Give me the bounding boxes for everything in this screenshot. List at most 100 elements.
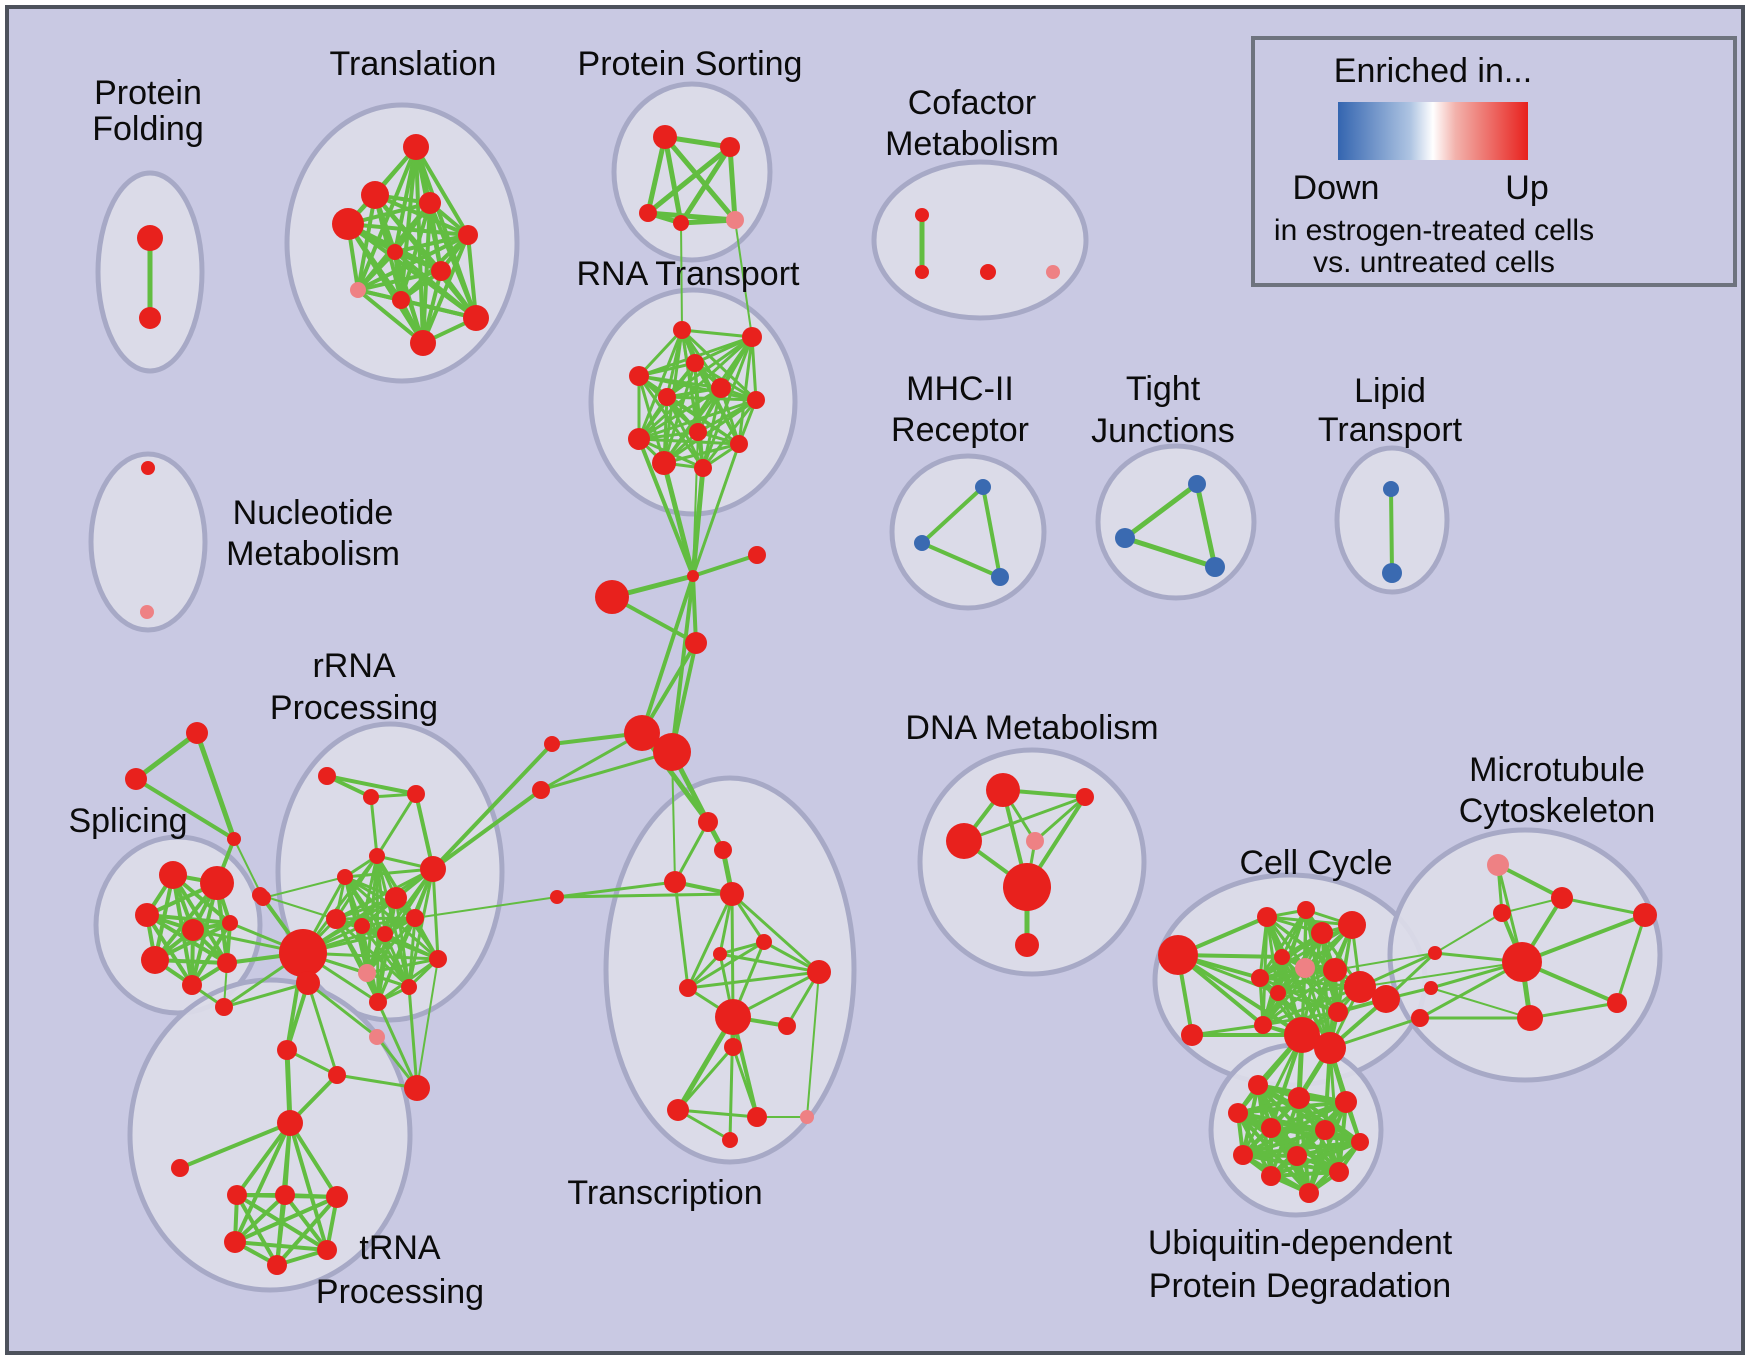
cluster-ellipse-trna-processing (127, 977, 413, 1293)
cluster-label-trna-processing-1: tRNA (359, 1229, 441, 1267)
node-t7 (431, 261, 451, 281)
edge-c1-c2 (691, 553, 759, 578)
node-r13 (296, 971, 320, 995)
node-m6 (1607, 993, 1627, 1013)
node-tc15 (800, 1110, 814, 1124)
node-r1 (318, 767, 336, 785)
edge-ps2-ps3 (645, 144, 733, 216)
edge-m4-m10 (1520, 913, 1647, 964)
edge-ps2-ps4 (678, 144, 733, 226)
legend-title: Enriched in... (1334, 52, 1532, 90)
node-tr1 (227, 1185, 247, 1205)
edge-u10-u11 (1269, 1170, 1341, 1178)
edge-r17-x3 (376, 1000, 419, 1090)
edge-t5-t8 (356, 233, 470, 292)
node-pk2 (369, 1029, 385, 1045)
node-u4 (1228, 1103, 1248, 1123)
edge-tr2-tr5 (283, 1193, 329, 1252)
node-c7 (544, 736, 560, 752)
node-cc4 (1338, 911, 1366, 939)
edge-tc6-tc8 (686, 940, 766, 990)
node-lt2 (1382, 563, 1402, 583)
node-cc12 (1328, 1002, 1348, 1022)
node-ch1 (1284, 1017, 1320, 1053)
node-tr4 (224, 1231, 246, 1253)
node-u11 (1329, 1162, 1349, 1182)
legend-up-label: Up (1505, 169, 1548, 207)
cluster-label-cofactor-metabolism-2: Metabolism (885, 125, 1059, 163)
node-r8 (326, 909, 346, 929)
node-cc8 (1251, 969, 1269, 987)
cluster-label-splicing: Splicing (68, 802, 187, 840)
cluster-label-translation: Translation (330, 45, 497, 83)
cluster-label-dna-metabolism: DNA Metabolism (905, 709, 1158, 747)
edge-r11-r17 (376, 916, 417, 1004)
node-x1 (277, 1040, 297, 1060)
edge-tc12-tc13 (676, 1045, 735, 1112)
cluster-label-mhc-ii-receptor-1: MHC-II (906, 370, 1014, 408)
edge-rt9-rt10 (637, 437, 741, 446)
edge-r6-c8 (431, 788, 543, 871)
node-cc13 (1254, 1016, 1272, 1034)
node-cc11 (1372, 985, 1400, 1013)
node-d6 (1015, 933, 1039, 957)
node-m3 (1493, 904, 1511, 922)
edge-mh1-mh2 (920, 485, 985, 545)
node-u6 (1315, 1120, 1335, 1140)
node-rt2 (742, 327, 762, 347)
edge-r10-r17 (376, 932, 387, 1004)
node-tc3 (664, 871, 686, 893)
cluster-label-mhc-ii-receptor-2: Receptor (891, 411, 1029, 449)
cluster-ellipse-cofactor-metabolism (871, 159, 1089, 321)
edge-t3-t7 (428, 201, 443, 273)
node-m8 (1424, 981, 1438, 995)
node-ch2 (1314, 1032, 1346, 1064)
edge-cc2-ch2 (1304, 908, 1332, 1050)
edge-t2-t8 (356, 193, 377, 292)
edge-tc1-tc3 (673, 820, 710, 884)
node-sp4 (182, 919, 204, 941)
node-rt7 (747, 391, 765, 409)
node-rt9 (628, 428, 650, 450)
edge-tc8-tc9 (686, 970, 821, 990)
cluster-label-rrna-processing-1: rRNA (312, 647, 395, 685)
edge-t7-t8 (356, 269, 443, 292)
edge-m2-m10 (1560, 896, 1647, 917)
node-cc3 (1311, 922, 1333, 944)
edge-t1-t5 (414, 145, 470, 237)
edge-c2-c5 (640, 574, 695, 735)
node-cf4 (1046, 265, 1060, 279)
edge-tr4-tr5 (233, 1240, 329, 1252)
edge-tr3-tr4 (233, 1195, 339, 1244)
edge-ps2-ps5 (727, 144, 738, 223)
node-sp1 (159, 861, 187, 889)
node-tc5 (550, 890, 564, 904)
cluster-label-ubiquitin-degradation-2: Protein Degradation (1149, 1267, 1451, 1305)
edge-rt1-rt2 (680, 328, 754, 339)
node-c4 (685, 632, 707, 654)
node-t8 (350, 282, 366, 298)
legend-down-label: Down (1293, 169, 1380, 207)
edge-tg2-tg3 (134, 777, 236, 841)
cluster-ellipse-nucleotide-metabolism (88, 451, 208, 633)
node-tc8 (679, 979, 697, 997)
node-mh3 (991, 568, 1009, 586)
edge-ps4-rt1 (680, 222, 683, 331)
node-t6 (387, 244, 403, 260)
node-tg3 (227, 832, 241, 846)
edge-r11-r16 (407, 916, 417, 989)
edge-tc13-tc14 (676, 1108, 759, 1119)
node-ps2 (720, 137, 740, 157)
edge-tg1-tg3 (194, 730, 237, 842)
edge-th-tr5 (288, 1121, 329, 1252)
node-d4 (1026, 832, 1044, 850)
node-cc1 (1257, 907, 1277, 927)
node-tg2 (125, 768, 147, 790)
legend-subtitle-line2: vs. untreated cells (1313, 246, 1555, 279)
node-tc10 (715, 999, 751, 1035)
node-u1 (1248, 1075, 1268, 1095)
node-r4 (369, 848, 385, 864)
edge-r8-r17 (334, 917, 380, 1004)
node-ps3 (639, 204, 657, 222)
